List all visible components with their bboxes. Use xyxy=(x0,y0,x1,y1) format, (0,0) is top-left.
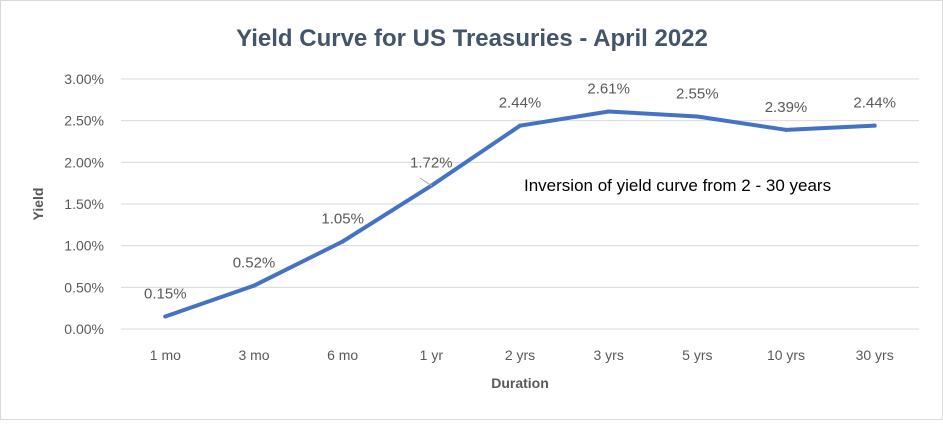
x-tick-label: 30 yrs xyxy=(856,347,894,363)
data-label: 1.05% xyxy=(321,211,364,228)
x-tick-label: 1 yr xyxy=(420,347,444,363)
x-tick-label: 6 mo xyxy=(327,347,358,363)
x-tick-label: 3 mo xyxy=(238,347,269,363)
data-label: 0.15% xyxy=(144,286,187,303)
y-axis-label: Yield xyxy=(30,188,46,221)
y-tick-label: 0.50% xyxy=(64,279,104,295)
x-tick-labels: 1 mo 3 mo 6 mo 1 yr 2 yrs 3 yrs 5 yrs 10 yrs 30 … xyxy=(150,347,894,363)
x-tick-label: 2 yrs xyxy=(505,347,535,363)
data-label: 1.72% xyxy=(410,155,453,172)
y-tick-labels: 0.00% 0.50% 1.00% 1.50% 2.00% 2.50% 3.00% xyxy=(64,71,104,337)
data-label: 2.61% xyxy=(587,81,630,98)
x-axis-label: Duration xyxy=(491,375,549,391)
data-point xyxy=(872,123,877,128)
data-label: 2.44% xyxy=(853,95,896,112)
data-label: 2.55% xyxy=(676,86,719,103)
y-tick-label: 1.00% xyxy=(64,238,104,254)
data-label: 2.39% xyxy=(765,99,808,116)
y-tick-label: 2.00% xyxy=(64,154,104,170)
data-point xyxy=(340,239,345,244)
inversion-annotation: Inversion of yield curve from 2 - 30 yea… xyxy=(524,176,831,195)
yield-line xyxy=(163,109,877,319)
data-labels: 0.15% 0.52% 1.05% 1.72% 2.44% 2.61% 2.55% 2.39%… xyxy=(144,81,896,303)
data-point xyxy=(695,114,700,119)
x-tick-label: 5 yrs xyxy=(682,347,712,363)
chart-title: Yield Curve for US Treasuries - April 20… xyxy=(236,25,708,52)
y-tick-label: 0.00% xyxy=(64,321,104,337)
y-tick-label: 1.50% xyxy=(64,196,104,212)
x-tick-label: 10 yrs xyxy=(767,347,805,363)
data-label: 2.44% xyxy=(499,95,542,112)
x-tick-label: 1 mo xyxy=(150,347,181,363)
y-tick-label: 2.50% xyxy=(64,113,104,129)
data-point xyxy=(163,314,168,319)
data-point xyxy=(252,283,256,288)
data-point xyxy=(784,127,788,132)
data-label: 0.52% xyxy=(233,255,276,272)
x-tick-label: 3 yrs xyxy=(593,347,623,363)
data-point xyxy=(518,123,522,128)
annotation-leader-line xyxy=(419,177,433,187)
data-point xyxy=(606,109,611,114)
y-tick-label: 3.00% xyxy=(64,71,104,87)
